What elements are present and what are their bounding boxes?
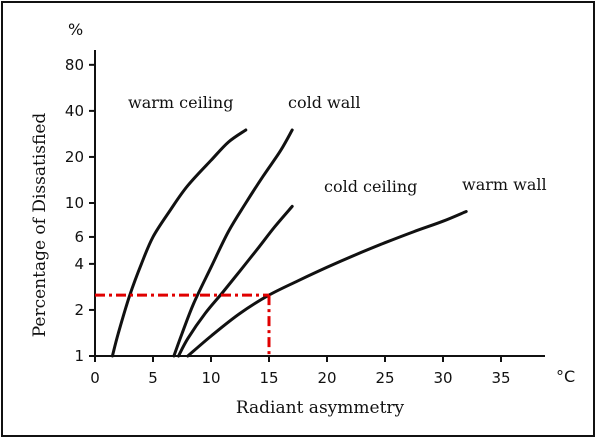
y-axis-title: Percentage of Dissatisfied <box>30 113 50 338</box>
y-tick-label: 1 <box>74 347 84 365</box>
label-cold-wall: cold wall <box>288 93 361 112</box>
curve-warm-wall <box>186 210 468 358</box>
x-unit-label: °C <box>556 367 575 386</box>
curve-cold-wall <box>172 128 294 358</box>
curve-warm-ceiling <box>110 128 248 358</box>
y-tick-label: 4 <box>74 255 84 273</box>
y-tick-label: 2 <box>74 301 84 319</box>
x-tick-label: 20 <box>317 369 336 387</box>
x-tick-label: 35 <box>491 369 510 387</box>
x-tick-label: 30 <box>433 369 452 387</box>
x-tick-label: 25 <box>375 369 394 387</box>
y-tick-label: 6 <box>74 228 84 246</box>
y-tick-label: 20 <box>65 148 84 166</box>
label-cold-ceiling: cold ceiling <box>324 177 417 196</box>
y-ticks: 1 2 4 6 10 20 40 80 <box>65 56 95 365</box>
y-unit-label: % <box>68 20 83 39</box>
chart-frame <box>1 1 595 437</box>
y-tick-label: 10 <box>65 194 84 212</box>
y-tick-label: 40 <box>65 102 84 120</box>
y-tick-label: 80 <box>65 56 84 74</box>
curve-cold-ceiling <box>177 204 294 358</box>
annotation <box>95 293 271 356</box>
x-tick-label: 10 <box>201 369 220 387</box>
label-warm-ceiling: warm ceiling <box>128 93 233 112</box>
curves <box>110 128 468 358</box>
x-tick-label: 0 <box>90 369 100 387</box>
x-tick-label: 5 <box>148 369 158 387</box>
x-axis-title: Radiant asymmetry <box>236 398 405 418</box>
x-ticks: 0 5 10 15 20 25 30 35 <box>90 356 511 387</box>
x-tick-label: 15 <box>259 369 278 387</box>
label-warm-wall: warm wall <box>462 175 547 194</box>
